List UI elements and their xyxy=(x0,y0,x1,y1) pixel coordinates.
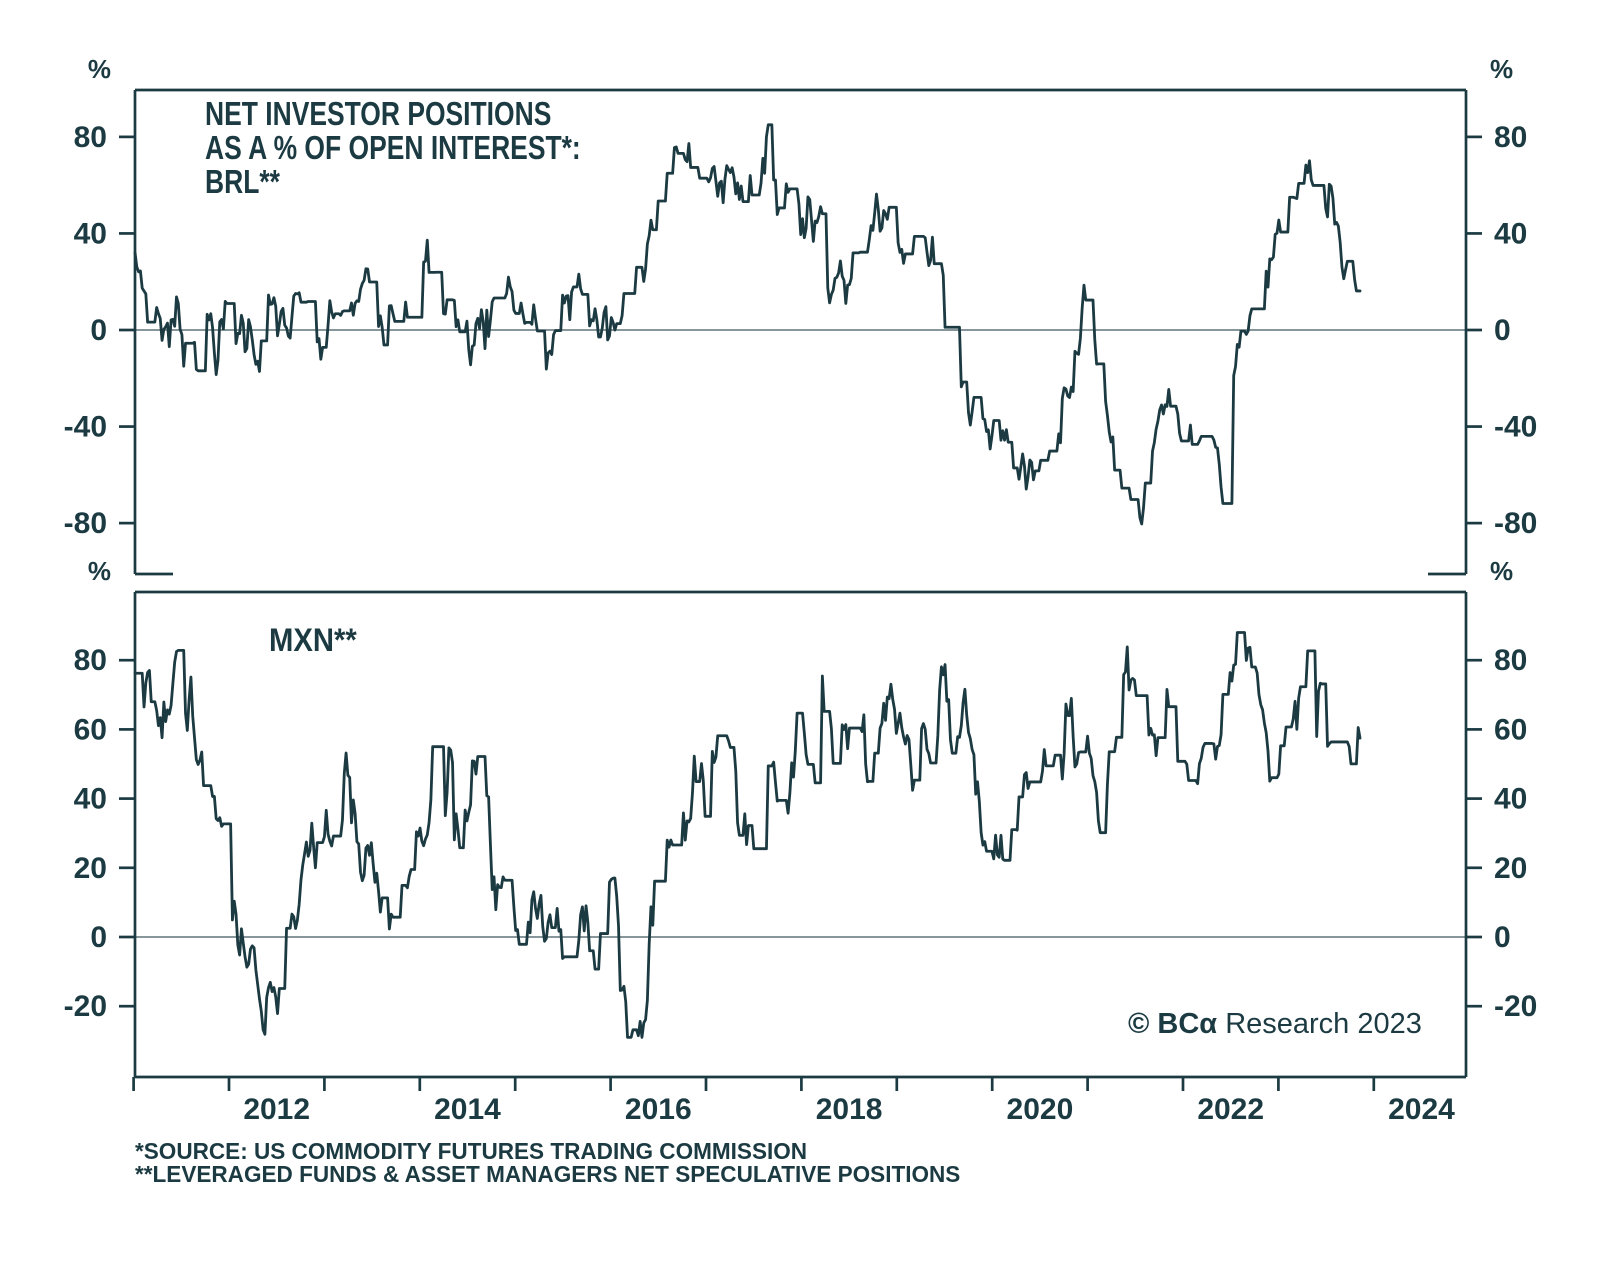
svg-text:2022: 2022 xyxy=(1197,1093,1264,1126)
svg-text:0: 0 xyxy=(1494,921,1511,954)
svg-text:2018: 2018 xyxy=(816,1093,883,1126)
svg-text:-40: -40 xyxy=(1494,411,1537,444)
svg-text:40: 40 xyxy=(1494,783,1527,816)
svg-text:-20: -20 xyxy=(1494,990,1537,1023)
svg-text:%: % xyxy=(1490,54,1513,84)
svg-text:80: 80 xyxy=(74,121,107,154)
svg-text:40: 40 xyxy=(74,783,107,816)
svg-text:© BCα Research 2023: © BCα Research 2023 xyxy=(1128,1008,1422,1040)
svg-text:2016: 2016 xyxy=(625,1093,692,1126)
svg-text:**LEVERAGED FUNDS & ASSET MANA: **LEVERAGED FUNDS & ASSET MANAGERS NET S… xyxy=(135,1161,960,1188)
svg-text:80: 80 xyxy=(74,644,107,677)
svg-text:20: 20 xyxy=(1494,852,1527,885)
svg-text:%: % xyxy=(88,556,111,586)
svg-text:60: 60 xyxy=(1494,713,1527,746)
svg-text:NET INVESTOR POSITIONS: NET INVESTOR POSITIONS xyxy=(205,96,551,133)
svg-text:0: 0 xyxy=(90,314,107,347)
svg-text:2020: 2020 xyxy=(1007,1093,1074,1126)
svg-text:-20: -20 xyxy=(64,990,107,1023)
svg-text:80: 80 xyxy=(1494,121,1527,154)
svg-text:MXN**: MXN** xyxy=(269,622,357,659)
svg-text:80: 80 xyxy=(1494,644,1527,677)
svg-text:%: % xyxy=(1490,556,1513,586)
svg-text:2012: 2012 xyxy=(243,1093,310,1126)
svg-text:AS A % OF OPEN INTEREST*:: AS A % OF OPEN INTEREST*: xyxy=(205,130,581,167)
svg-text:20: 20 xyxy=(74,852,107,885)
svg-text:2014: 2014 xyxy=(434,1093,501,1126)
svg-text:-80: -80 xyxy=(64,507,107,540)
svg-text:60: 60 xyxy=(74,713,107,746)
svg-text:2024: 2024 xyxy=(1388,1093,1455,1126)
svg-text:%: % xyxy=(88,54,111,84)
svg-text:40: 40 xyxy=(1494,217,1527,250)
svg-text:0: 0 xyxy=(90,921,107,954)
svg-text:0: 0 xyxy=(1494,314,1511,347)
svg-text:-40: -40 xyxy=(64,411,107,444)
svg-text:-80: -80 xyxy=(1494,507,1537,540)
svg-text:BRL**: BRL** xyxy=(205,164,280,201)
svg-text:40: 40 xyxy=(74,217,107,250)
